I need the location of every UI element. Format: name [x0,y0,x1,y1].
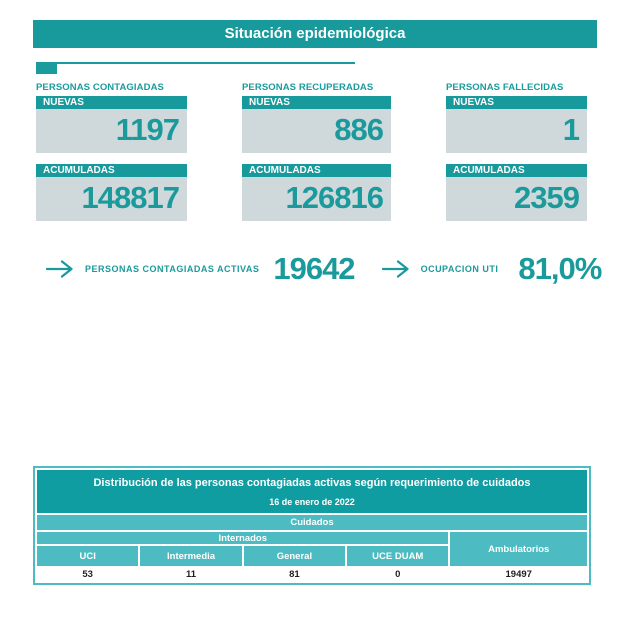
stat-column-title: PERSONAS CONTAGIADAS [36,82,164,93]
stat-value: 148817 [81,180,180,215]
table-title-cell: Distribución de las personas contagiadas… [37,470,587,513]
stat-card-body: 886 [242,109,391,153]
care-distribution-table: Distribución de las personas contagiadas… [33,466,591,585]
stat-card-nuevas: NUEVAS 1 [446,96,587,153]
stat-column-title: PERSONAS FALLECIDAS [446,82,564,93]
stat-value: 886 [334,112,384,147]
accent-box [36,62,57,74]
table-group-header-cuidados: Cuidados [37,515,587,530]
active-cases-value: 19642 [273,251,355,286]
highlights-row: PERSONAS CONTAGIADAS ACTIVAS 19642 OCUPA… [36,249,602,289]
stat-card-body: 2359 [446,177,587,221]
table-column-header-uci: UCI [37,546,139,566]
stat-column-fallecidas: PERSONAS FALLECIDAS NUEVAS 1 ACUMULADAS … [446,82,587,232]
stat-card-body: 126816 [242,177,391,221]
table-column-header-intermedia: Intermedia [140,546,242,566]
stat-card-header: NUEVAS [446,96,587,109]
icu-occupancy-value: 81,0% [518,251,602,286]
table-column-header-general: General [243,546,346,566]
stat-value: 1197 [115,112,180,147]
stat-card-body: 1 [446,109,587,153]
stat-card-header: NUEVAS [36,96,187,109]
table-value-intermedia: 11 [140,568,242,581]
active-cases-label: PERSONAS CONTAGIADAS ACTIVAS [85,264,260,274]
stat-column-contagiadas: PERSONAS CONTAGIADAS NUEVAS 1197 ACUMULA… [36,82,187,232]
stat-column-title: PERSONAS RECUPERADAS [242,82,374,93]
accent-line [36,62,355,64]
stat-card-body: 1197 [36,109,187,153]
stat-value: 126816 [285,180,384,215]
stat-value: 1 [562,112,580,147]
right-arrow-icon [381,260,409,278]
stat-card-nuevas: NUEVAS 1197 [36,96,187,153]
stat-card-nuevas: NUEVAS 886 [242,96,391,153]
table-value-uci: 53 [37,568,139,581]
stat-card-header: ACUMULADAS [242,164,391,177]
stat-card-header: NUEVAS [242,96,391,109]
table-date: 16 de enero de 2022 [269,497,355,507]
stat-value: 2359 [514,180,580,215]
table-column-header-ambulatorios: Ambulatorios [450,532,587,566]
stat-card-header: ACUMULADAS [36,164,187,177]
table-value-general: 81 [243,568,346,581]
table-column-header-uce-duam: UCE DUAM [347,546,449,566]
table-subgroup-header-internados: Internados [37,532,449,544]
page-title: Situación epidemiológica [33,20,597,48]
stat-card-body: 148817 [36,177,187,221]
table-value-ambulatorios: 19497 [450,568,587,581]
stat-card-acumuladas: ACUMULADAS 148817 [36,164,187,221]
stat-card-acumuladas: ACUMULADAS 2359 [446,164,587,221]
table-value-uce-duam: 0 [347,568,449,581]
icu-occupancy-label: OCUPACION UTI [420,264,499,274]
table-title: Distribución de las personas contagiadas… [93,477,531,489]
stat-column-recuperadas: PERSONAS RECUPERADAS NUEVAS 886 ACUMULAD… [242,82,391,232]
stat-card-header: ACUMULADAS [446,164,587,177]
right-arrow-icon [45,260,73,278]
stat-card-acumuladas: ACUMULADAS 126816 [242,164,391,221]
